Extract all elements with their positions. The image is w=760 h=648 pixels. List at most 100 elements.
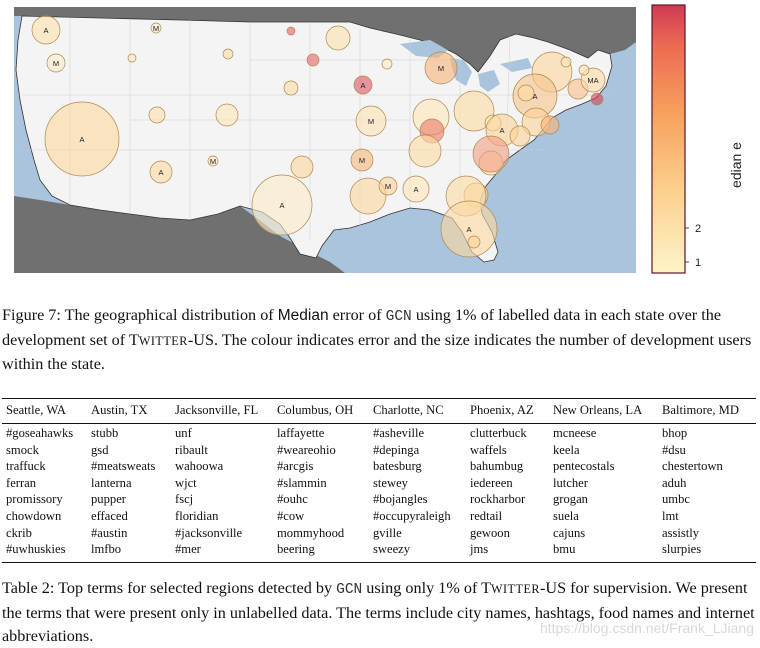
bubble-label: M xyxy=(438,64,444,73)
bubble-label: A xyxy=(499,126,504,135)
figure-caption-t3: using 1% of labelled data in each state … xyxy=(2,306,722,349)
table-column: New Orleans, LA mcneese keela pentecostals l… xyxy=(553,398,642,558)
table-column: Phoenix, AZ clutterbuck waffels bahumbug ied… xyxy=(470,398,534,558)
error-bubble xyxy=(127,53,137,63)
table-header-cell: Jacksonville, FL xyxy=(175,403,259,417)
table-cell: batesburg xyxy=(373,459,422,474)
error-bubble xyxy=(381,58,393,70)
table-cell: fscj xyxy=(175,492,194,507)
error-bubble xyxy=(290,155,314,179)
table-cell: promissory xyxy=(6,492,63,507)
bubble-label: A xyxy=(158,168,163,177)
table-cell: bhop xyxy=(662,426,688,440)
watermark: https://blog.csdn.net/Frank_LJiang xyxy=(539,620,754,636)
table-cell: jms xyxy=(470,542,489,557)
error-bubble xyxy=(46,53,66,73)
table-cell: #austin xyxy=(91,525,128,540)
bubble-label: A xyxy=(279,201,284,210)
figure-caption-twitter-t: T xyxy=(128,331,139,349)
bubble-label: A xyxy=(360,81,365,90)
bubble-label: M xyxy=(210,157,216,166)
error-bubble xyxy=(222,48,234,60)
table-caption: Table 2: Top terms for selected regions … xyxy=(2,577,758,648)
table-header-cell: Columbus, OH xyxy=(277,403,354,417)
table-cell: gewoon xyxy=(470,525,510,540)
table-cell: ckrib xyxy=(6,525,32,540)
bubble-label: M xyxy=(53,59,59,68)
table-cell: suela xyxy=(553,508,579,523)
table-cell: #ouhc xyxy=(277,492,308,507)
error-bubble xyxy=(560,56,572,68)
table-caption-t3: for supervision. We present the terms th… xyxy=(2,579,755,645)
table-top-rule xyxy=(2,398,756,400)
figure-caption: Figure 7: The geographical distribution … xyxy=(2,304,758,376)
error-bubble xyxy=(402,175,430,203)
table-cell: #bojangles xyxy=(373,492,428,507)
error-bubble xyxy=(578,64,590,76)
table-header-cell: Seattle, WA xyxy=(6,403,66,417)
error-bubble xyxy=(283,80,299,96)
mexico-landmass xyxy=(14,196,345,273)
table-cell: umbc xyxy=(662,492,690,507)
figure-caption-t1: Figure 7: The geographical distribution … xyxy=(2,306,278,324)
error-bubble xyxy=(424,51,458,85)
colorbar: 2 1 edian e xyxy=(651,4,744,274)
table-header-rule xyxy=(2,423,756,424)
table-cell: traffuck xyxy=(6,459,46,474)
figure-caption-median: Median xyxy=(277,307,329,324)
table-bottom-rule xyxy=(2,562,756,564)
table-cell: slurpies xyxy=(662,542,702,557)
bubble-label: A xyxy=(532,92,537,101)
bubble-label: M xyxy=(153,24,159,33)
table-caption-twitter-rest: WITTER xyxy=(491,582,541,596)
table-cell: lanterna xyxy=(91,475,132,490)
table-cell: #cow xyxy=(277,508,305,523)
error-bubble xyxy=(590,92,604,106)
table-cell: stewey xyxy=(373,475,408,490)
table-cell: aduh xyxy=(662,475,687,490)
error-bubble xyxy=(325,25,351,51)
table-cell: gsd xyxy=(91,442,109,457)
table-cell: pentecostals xyxy=(553,459,615,474)
table-cell: #goseahawks xyxy=(6,426,74,440)
table-header-cell: Austin, TX xyxy=(91,403,148,417)
error-bubble xyxy=(286,26,296,36)
table-cell: floridian xyxy=(175,508,219,523)
table-header-cell: Baltimore, MD xyxy=(662,403,739,417)
table-cell: grogan xyxy=(553,492,588,507)
table-cell: bahumbug xyxy=(470,459,524,474)
error-bubble xyxy=(31,15,61,45)
table-cell: keela xyxy=(553,442,580,457)
table-column: Charlotte, NC #asheville #depinga batesburg… xyxy=(373,398,451,558)
colorbar-tick-label-2: 2 xyxy=(695,223,701,235)
bubble-label: A xyxy=(413,185,418,194)
table-cell: lutcher xyxy=(553,475,588,490)
error-bubble xyxy=(349,177,387,215)
table-cell: waffels xyxy=(470,442,507,457)
table-cell: gville xyxy=(373,525,402,540)
bubble-label: MA xyxy=(587,76,598,85)
error-bubble xyxy=(353,75,373,95)
error-bubble xyxy=(540,115,560,135)
table-caption-gcn: GCN xyxy=(336,582,363,598)
bubble-label: A xyxy=(79,135,84,144)
table-cell: lmt xyxy=(662,508,679,523)
error-bubble xyxy=(350,148,374,172)
table-cell: effaced xyxy=(91,508,128,523)
table-column: Seattle, WA #goseahawks smock traffuck ferra… xyxy=(6,398,73,558)
table-cell: clutterbuck xyxy=(470,426,527,440)
error-bubble xyxy=(215,103,239,127)
table-cell: wjct xyxy=(175,475,197,490)
colorbar-gradient xyxy=(651,4,686,274)
table-column: Austin, TX stubb gsd #meatsweats lanterna pup… xyxy=(91,398,155,558)
table-cell: #mer xyxy=(175,542,201,557)
table-cell: ribault xyxy=(175,442,208,457)
bubble-label: M xyxy=(368,117,374,126)
table-cell: ferran xyxy=(6,475,37,490)
table-cell: iedereen xyxy=(470,475,513,490)
bubble-label: A xyxy=(43,26,48,35)
table-cell: #weareohio xyxy=(277,442,336,457)
